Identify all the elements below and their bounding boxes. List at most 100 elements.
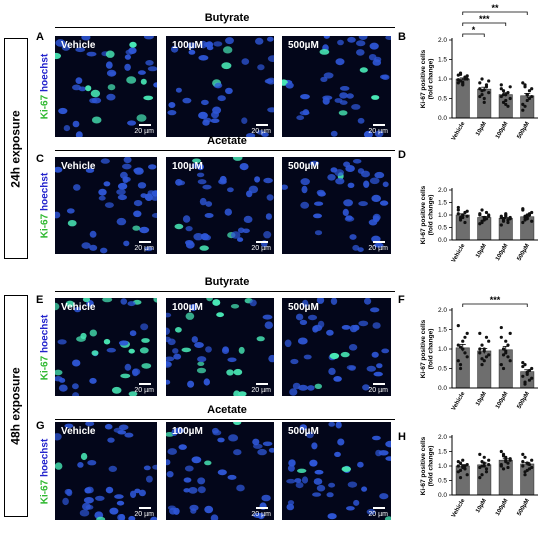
nucleus (299, 319, 308, 325)
nucleus (347, 182, 355, 188)
data-point (521, 374, 525, 378)
nucleus (296, 115, 305, 121)
ki67-positive-nucleus (143, 95, 154, 101)
ki67-positive-nucleus (223, 46, 233, 54)
nucleus (137, 70, 146, 75)
ki67-label: Ki-67 (39, 479, 51, 504)
nucleus (368, 219, 378, 226)
panel-letter: E (36, 294, 44, 306)
nucleus (170, 45, 179, 53)
nucleus (75, 47, 86, 53)
data-point (478, 347, 482, 351)
scale-bar-label: 20 µm (368, 387, 388, 394)
nucleus (314, 201, 324, 206)
nucleus (133, 210, 142, 218)
nucleus (168, 102, 176, 108)
data-point (484, 470, 489, 474)
ki67-positive-nucleus (85, 85, 92, 92)
ki67-positive-nucleus (181, 347, 192, 353)
data-point (504, 214, 508, 218)
nucleus (369, 177, 380, 185)
ki67-positive-nucleus (314, 383, 322, 389)
nucleus (191, 456, 202, 464)
nucleus (166, 471, 174, 478)
nucleus (255, 37, 264, 45)
data-point (463, 335, 467, 339)
data-point (456, 205, 460, 210)
data-point (458, 476, 463, 480)
nucleus (233, 449, 242, 456)
data-point (504, 349, 508, 353)
exposure-24h-box: 24h exposure (4, 38, 28, 259)
nucleus (196, 172, 205, 178)
micrograph: 500µM 20 µm (282, 298, 391, 396)
stain-labels: Ki-67 hoechst (38, 298, 52, 396)
scale-bar (256, 241, 268, 243)
significance-bracket (462, 22, 507, 26)
ki67-positive-nucleus (297, 468, 307, 473)
nucleus (287, 464, 295, 472)
x-tick-label: 500µM (517, 243, 531, 262)
ki67-positive-nucleus (204, 460, 212, 466)
nucleus (199, 40, 207, 49)
nucleus (262, 441, 273, 447)
bar (477, 464, 492, 496)
panel-letter: A (36, 31, 44, 43)
data-point (527, 89, 532, 93)
nucleus (335, 58, 345, 66)
ki67-positive-nucleus (91, 350, 99, 356)
nucleus (124, 432, 134, 438)
ki67-positive-nucleus (256, 336, 265, 342)
panel-letter: F (398, 294, 405, 306)
nucleus (222, 346, 229, 353)
data-point (482, 349, 486, 353)
nucleus (169, 507, 177, 515)
panel-letter: H (398, 431, 406, 443)
nucleus (127, 301, 136, 307)
data-point (506, 218, 510, 222)
nucleus (313, 478, 323, 485)
nucleus (117, 182, 128, 190)
micrograph: Vehicle 20 µm (55, 157, 157, 254)
nucleus (103, 181, 111, 187)
nucleus (337, 39, 344, 46)
nucleus (122, 176, 129, 184)
data-point (458, 363, 463, 367)
nucleus (385, 440, 391, 448)
nucleus (301, 185, 308, 194)
treatment-label: Vehicle (61, 302, 96, 313)
nucleus (114, 494, 124, 499)
nucleus (225, 87, 233, 95)
nucleus (72, 392, 80, 396)
scale-bar-label: 20 µm (251, 387, 271, 394)
nucleus (61, 44, 71, 51)
nucleus (55, 433, 62, 441)
nucleus (55, 166, 63, 173)
nucleus (191, 162, 200, 169)
nucleus (120, 298, 128, 305)
data-point (480, 357, 484, 361)
data-point (523, 470, 527, 474)
nucleus (370, 307, 380, 313)
nucleus (188, 49, 196, 55)
data-point (523, 380, 527, 384)
nucleus (98, 195, 106, 201)
nucleus (267, 107, 274, 113)
y-tick-label: 2.0 (438, 187, 447, 194)
nucleus (328, 422, 335, 427)
scale-bar (373, 241, 385, 243)
nucleus (185, 226, 193, 232)
nucleus (148, 164, 157, 170)
nucleus (382, 181, 389, 188)
ki67-positive-nucleus (196, 367, 207, 374)
ki67-positive-nucleus (226, 369, 234, 376)
nucleus (327, 513, 337, 520)
data-point (463, 220, 467, 225)
hoechst-label: hoechst (39, 53, 51, 93)
panel-letter: D (398, 149, 406, 161)
ki67-positive-nucleus (141, 363, 152, 369)
nucleus (145, 60, 154, 66)
data-point (521, 207, 525, 211)
nucleus (352, 159, 362, 164)
